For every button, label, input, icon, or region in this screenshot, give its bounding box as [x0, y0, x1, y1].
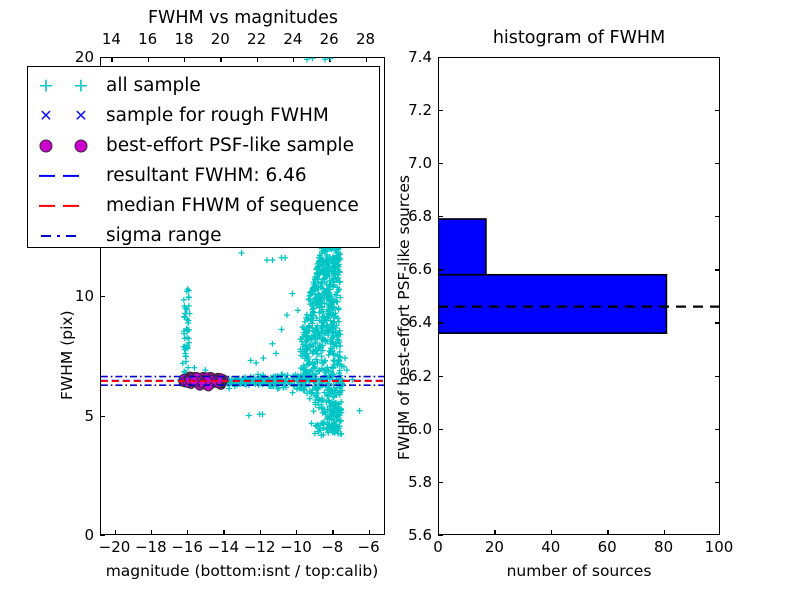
scatter-title: FWHM vs magnitudes [147, 8, 338, 28]
scatter-panel: FWHM vs magnitudes 14 16 18 20 22 24 26 … [27, 8, 385, 580]
legend-item-median-fwhm[interactable]: median FHWM of sequence [28, 191, 379, 221]
histogram-ylabel: FWHM of best-effort PSF-like sources [395, 174, 413, 460]
plus-marker: + + [38, 74, 89, 97]
legend-item-psf-sample[interactable]: best-effort PSF-like sample [28, 131, 379, 161]
histogram-panel: histogram of FWHM [395, 0, 800, 600]
legend-label: sigma range [106, 224, 222, 246]
legend-item-rough-fwhm[interactable]: ✕ ✕ sample for rough FWHM [28, 101, 379, 131]
legend-label: resultant FWHM: 6.46 [106, 164, 307, 186]
scatter-legend: + + all sample ✕ ✕ sample for rough FWHM… [27, 66, 380, 248]
circle-marker [28, 131, 106, 161]
histogram-title: histogram of FWHM [492, 28, 666, 48]
dashed-line-marker-red [28, 191, 106, 221]
scatter-xlabel: magnitude (bottom:isnt / top:calib) [105, 562, 379, 580]
histogram-data-layer [438, 218, 720, 334]
cross-marker: ✕ ✕ [39, 106, 88, 125]
legend-label: median FHWM of sequence [106, 194, 359, 216]
legend-label: all sample [106, 74, 201, 96]
dashdot-line-marker [28, 221, 106, 251]
legend-label: sample for rough FWHM [106, 104, 329, 126]
legend-item-resultant-fwhm[interactable]: resultant FWHM: 6.46 [28, 161, 379, 191]
scatter-data-layer [100, 57, 385, 439]
legend-label: best-effort PSF-like sample [106, 134, 354, 156]
dashed-line-marker-blue [28, 161, 106, 191]
histogram-xlabel: number of sources [506, 562, 652, 580]
legend-item-sigma-range[interactable]: sigma range [28, 221, 379, 251]
legend-item-all-sample[interactable]: + + all sample [28, 71, 379, 101]
